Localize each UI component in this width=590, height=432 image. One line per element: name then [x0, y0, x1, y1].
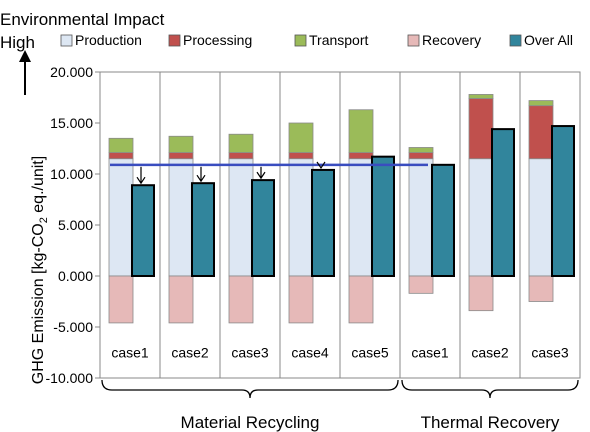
- bar-transport-4: [348, 109, 374, 153]
- bar-processing-1: [168, 152, 194, 160]
- y-tick-label: 0.000: [58, 268, 93, 284]
- bar-recovery-1: [168, 275, 194, 324]
- reduction-arrow-head: [196, 174, 206, 183]
- bar-recovery-3: [288, 275, 314, 324]
- bar-transport-1: [168, 135, 194, 153]
- bar-production-4: [348, 158, 374, 277]
- legend-swatch-transport: [294, 34, 307, 47]
- bar-recovery-6: [468, 275, 494, 312]
- legend-swatch-recovery: [407, 34, 420, 47]
- category-label: case5: [351, 345, 389, 361]
- group-brace: [101, 379, 399, 399]
- bar-over-all-2: [251, 179, 275, 277]
- y-axis-label: GHG Emission [kg-CO2 eq./unit]: [30, 156, 50, 384]
- bar-transport-6: [468, 94, 494, 99]
- bar-production-7: [528, 158, 554, 277]
- bar-processing-5: [408, 152, 434, 160]
- bar-production-6: [468, 158, 494, 277]
- bar-over-all-4: [371, 155, 395, 277]
- category-label: case3: [531, 345, 569, 361]
- category-label: case3: [231, 345, 269, 361]
- bar-production-2: [228, 158, 254, 277]
- plot-area: 20.000 15.000 10.000 5.000 0.000 -5.000 -10.00…: [46, 64, 581, 432]
- y-tick-label: 10.000: [50, 166, 93, 182]
- category-label: case2: [471, 345, 509, 361]
- legend-label-production: Production: [75, 32, 142, 48]
- bar-over-all-7: [551, 125, 575, 277]
- group-label: Thermal Recovery: [421, 413, 560, 432]
- y-tick-label: -10.000: [46, 370, 94, 386]
- bar-processing-7: [528, 105, 554, 160]
- impact-up-arrow-icon: [19, 50, 31, 95]
- reduction-arrow-head: [136, 176, 146, 185]
- bar-over-all-3: [311, 168, 335, 277]
- legend-label-processing: Processing: [183, 32, 252, 48]
- bar-over-all-5: [431, 163, 455, 278]
- bar-over-all-0: [131, 184, 155, 277]
- bar-processing-2: [228, 152, 254, 160]
- bar-processing-4: [348, 152, 374, 160]
- y-tick-label: -5.000: [53, 319, 93, 335]
- legend-swatch-over-all: [509, 34, 522, 47]
- y-tick-label: 15.000: [50, 115, 93, 131]
- environmental-impact-label: Environmental Impact: [0, 10, 165, 29]
- category-label: case1: [411, 345, 449, 361]
- legend-swatch-production: [60, 34, 73, 47]
- bar-recovery-2: [228, 275, 254, 324]
- legend-swatch-processing: [168, 34, 181, 47]
- legend-label-transport: Transport: [309, 32, 369, 48]
- y-tick-label: 20.000: [50, 64, 93, 80]
- legend-label-recovery: Recovery: [422, 32, 481, 48]
- category-label: case1: [111, 345, 149, 361]
- bar-transport-0: [108, 137, 134, 153]
- group-label: Material Recycling: [181, 413, 320, 432]
- bar-production-5: [408, 158, 434, 277]
- category-label: case4: [291, 345, 329, 361]
- bar-processing-0: [108, 152, 134, 160]
- bar-recovery-4: [348, 275, 374, 324]
- bar-recovery-0: [108, 275, 134, 324]
- chart-legend: Production Processing Transport Recovery Ove…: [60, 32, 573, 48]
- bar-transport-3: [288, 122, 314, 153]
- reduction-arrow-head: [256, 171, 266, 180]
- bar-production-3: [288, 158, 314, 277]
- bar-over-all-1: [191, 182, 215, 277]
- category-label: case2: [171, 345, 209, 361]
- bar-over-all-6: [491, 128, 515, 277]
- bar-transport-5: [408, 147, 434, 153]
- reduction-arrow-head: [316, 161, 326, 170]
- y-tick-label: 5.000: [58, 217, 93, 233]
- legend-label-over-all: Over All: [524, 32, 573, 48]
- bar-recovery-5: [408, 275, 434, 294]
- bar-transport-2: [228, 133, 254, 153]
- bar-recovery-7: [528, 275, 554, 302]
- high-label: High: [0, 33, 35, 52]
- group-brace: [401, 379, 579, 399]
- bar-transport-7: [528, 100, 554, 107]
- bar-production-0: [108, 158, 134, 277]
- bar-processing-3: [288, 152, 314, 160]
- bar-production-1: [168, 158, 194, 277]
- bar-processing-6: [468, 98, 494, 160]
